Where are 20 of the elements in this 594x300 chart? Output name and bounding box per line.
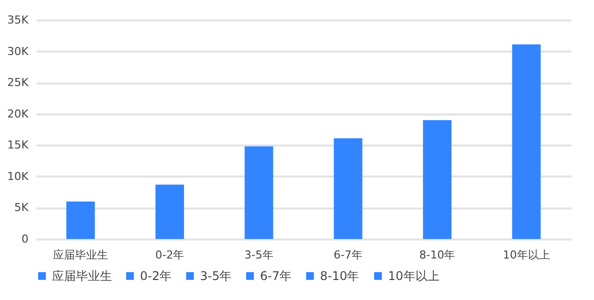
y-tick-label: 20K [7, 107, 30, 120]
x-tick-label: 应届毕业生 [53, 248, 108, 262]
x-tick-label: 8-10年 [419, 248, 456, 262]
y-tick-label: 15K [7, 138, 30, 152]
x-tick-label: 3-5年 [244, 248, 274, 262]
y-tick-label: 5K [14, 201, 30, 214]
x-tick-label: 0-2年 [155, 248, 184, 262]
legend-label: 10年以上 [388, 269, 440, 283]
y-tick-label: 0 [22, 232, 28, 246]
legend-label: 3-5年 [200, 269, 232, 283]
legend-label: 0-2年 [140, 269, 172, 283]
x-tick-label: 6-7年 [334, 248, 363, 262]
y-tick-label: 25K [7, 76, 30, 90]
y-tick-label: 30K [7, 44, 30, 58]
legend-label: 应届毕业生 [52, 269, 112, 283]
y-tick-label: 35K [7, 14, 30, 26]
x-tick-label: 10年以上 [502, 248, 550, 262]
legend-label: 6-7年 [260, 269, 292, 283]
y-tick-label: 10K [7, 170, 30, 183]
legend-label: 8-10年 [320, 269, 360, 283]
